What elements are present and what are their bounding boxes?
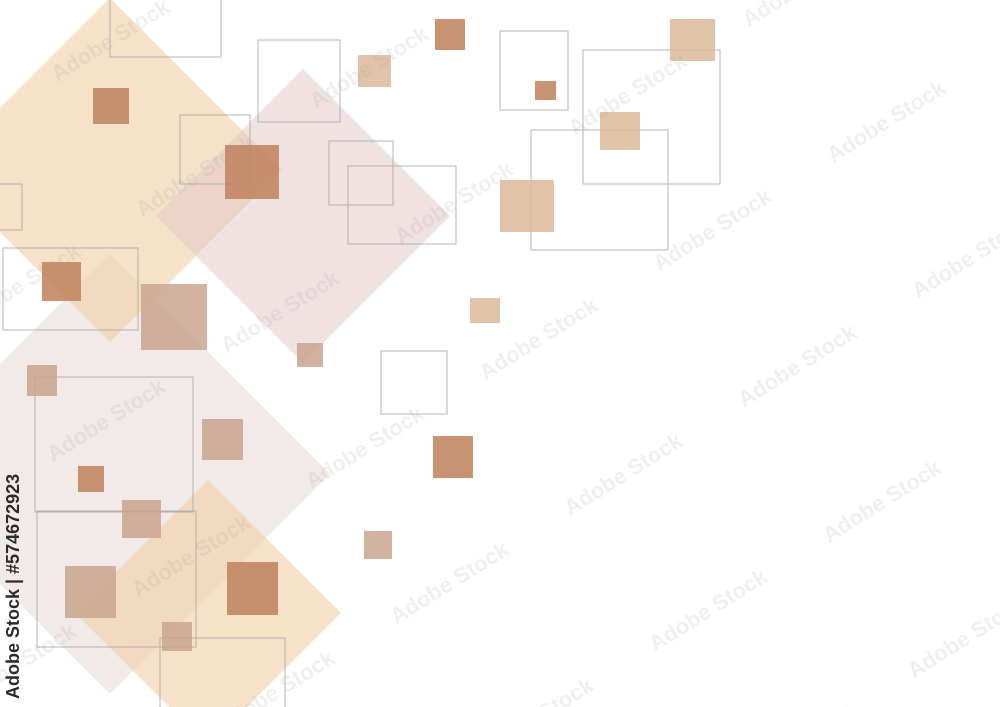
svg-text:Adobe Stock | #574672923: Adobe Stock | #574672923 — [3, 474, 23, 699]
